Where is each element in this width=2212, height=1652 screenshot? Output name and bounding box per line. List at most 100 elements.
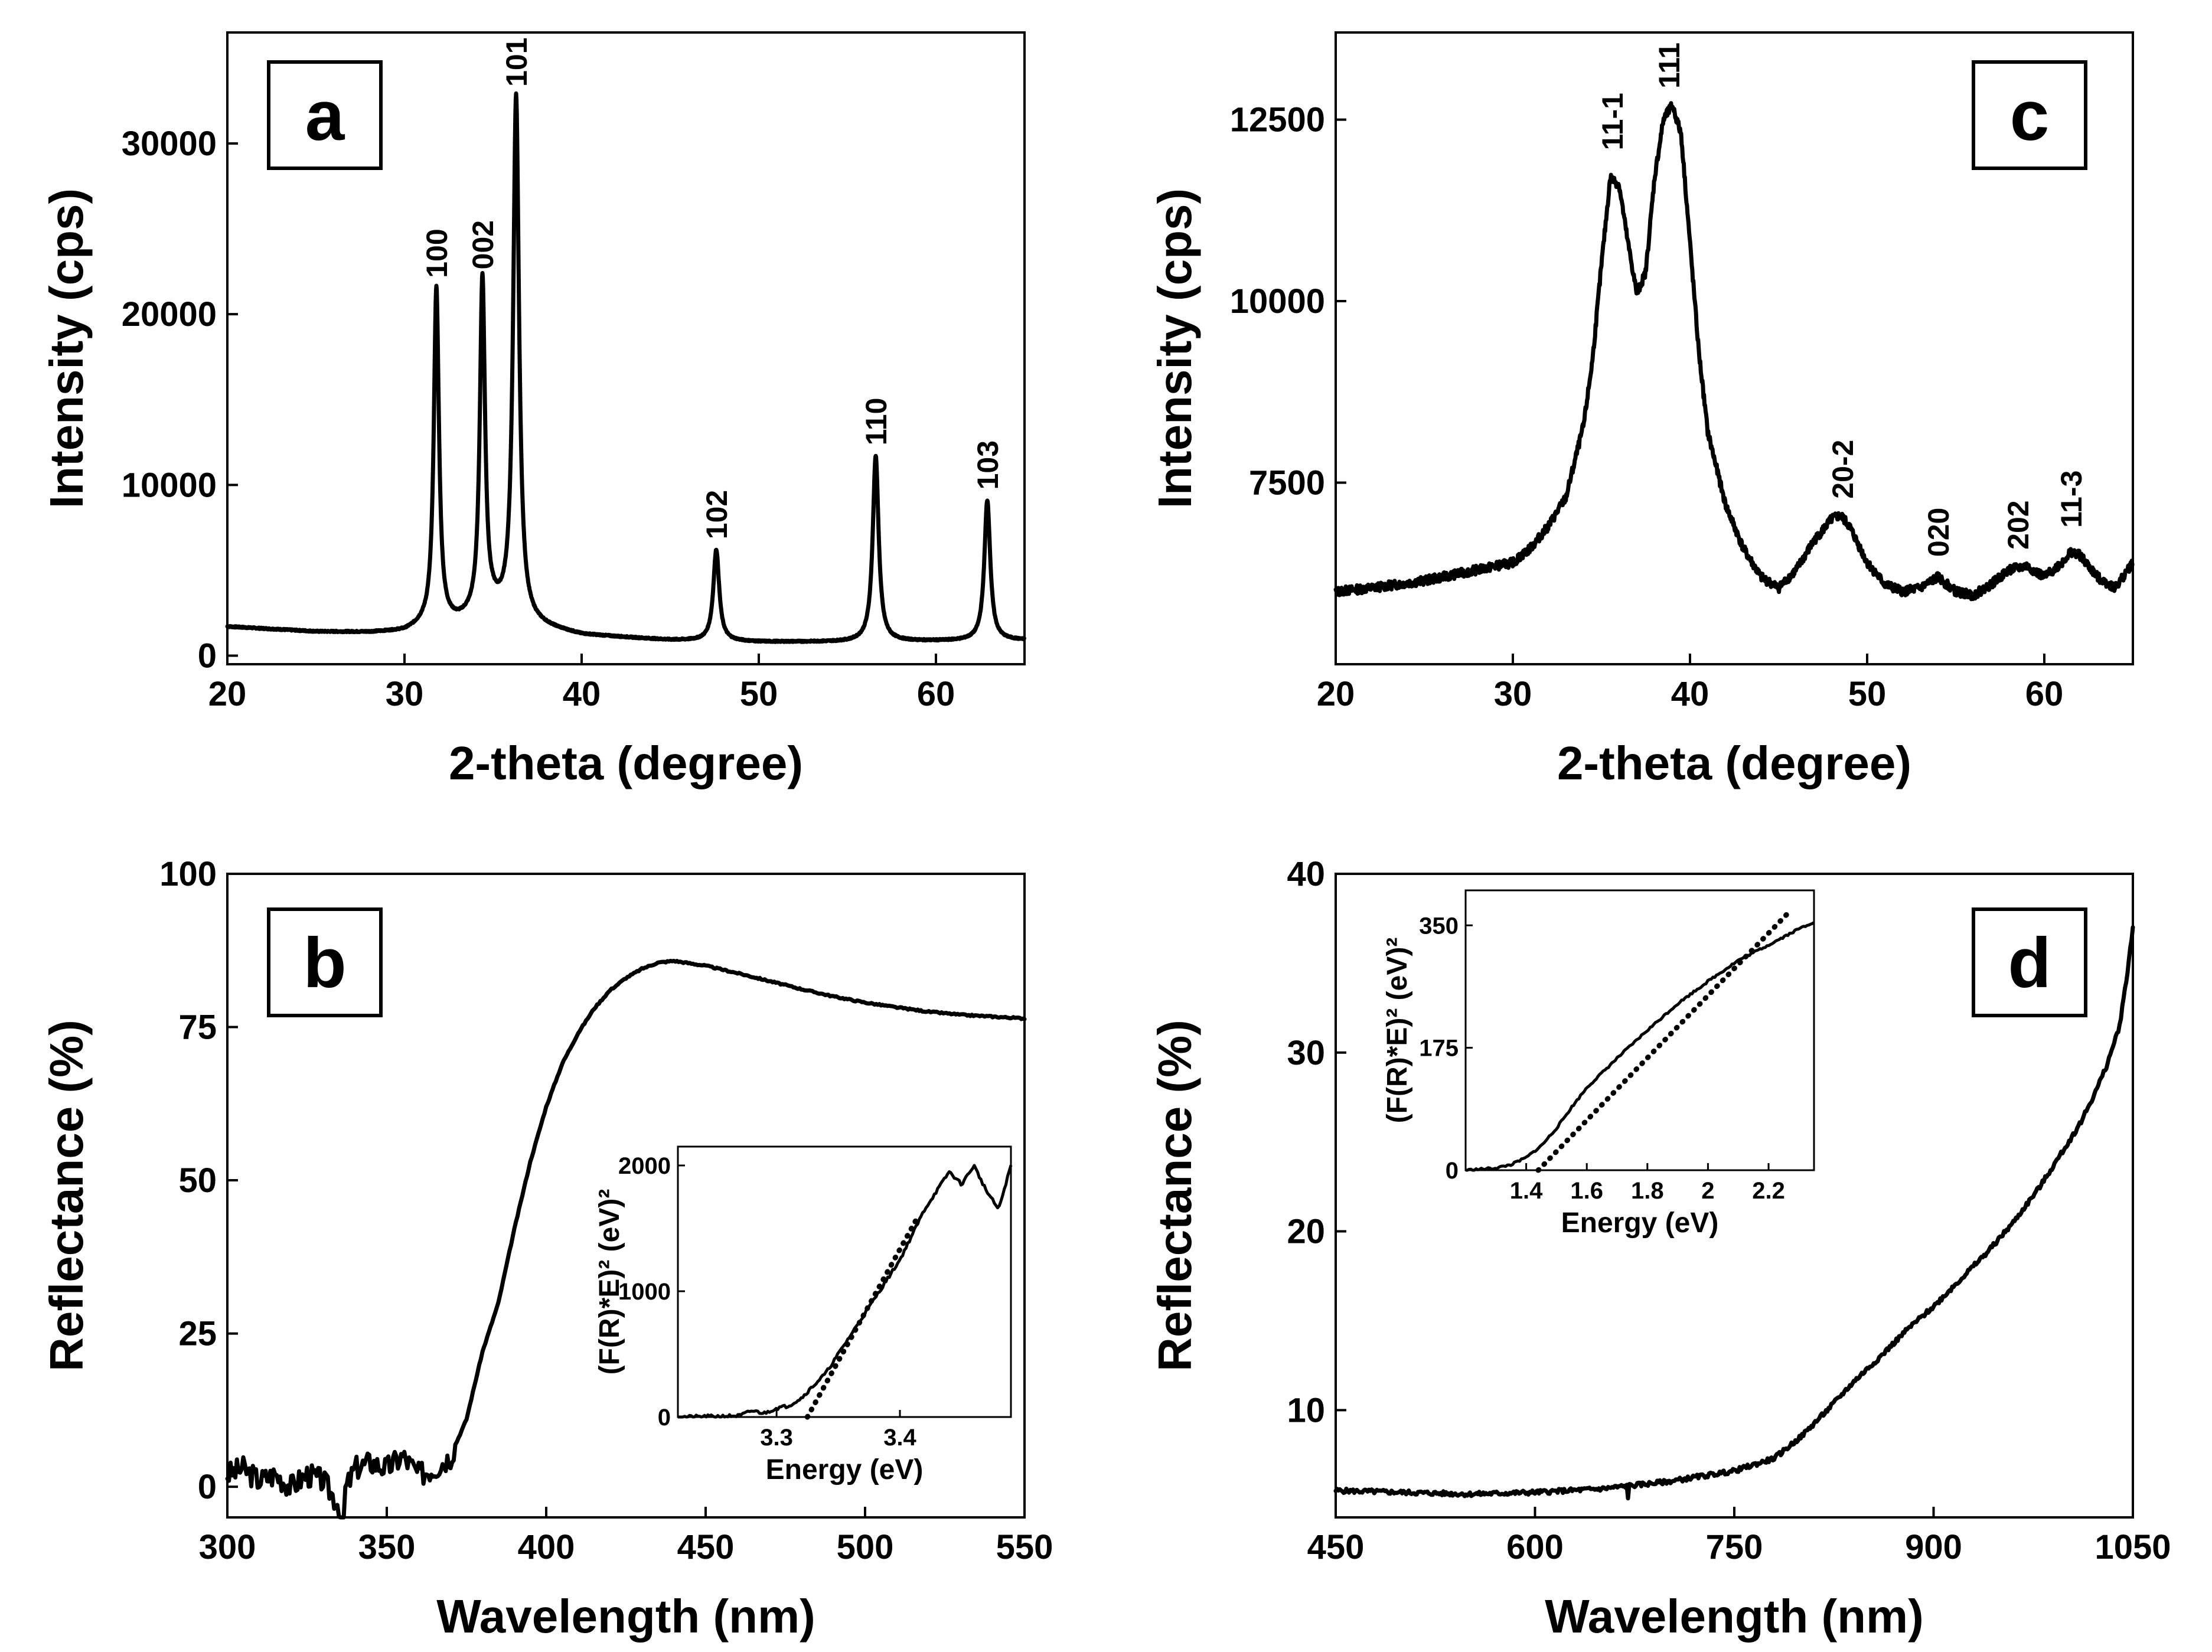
peak-label: 202 xyxy=(2002,500,2035,549)
y-axis-label: Reflectance (%) xyxy=(40,1020,93,1372)
y-tick-label: 20000 xyxy=(122,295,217,334)
y-tick-label: 25 xyxy=(178,1315,217,1353)
peak-label: 111 xyxy=(1653,43,1686,89)
panel-letter-box xyxy=(267,907,383,1017)
inset-x-tick-label: 3.3 xyxy=(760,1425,793,1451)
inset-linear-fit xyxy=(804,1213,921,1420)
inset-y-tick-label: 350 xyxy=(1419,913,1459,939)
peak-label: 102 xyxy=(700,490,733,539)
x-tick-label: 30 xyxy=(386,675,424,713)
inset-frame xyxy=(1464,889,1815,1171)
inset-y-tick-label: 0 xyxy=(1446,1158,1459,1184)
panel-b: 300 350 400 450 500 550 0 25 50 75 100 Wavelength (… xyxy=(40,855,1053,1643)
inset-curve xyxy=(678,1164,1013,1419)
panel-a: 20 30 40 50 60 0 10000 20000 30000 2-theta (degre… xyxy=(40,31,1026,789)
inset-x-tick-label: 3.4 xyxy=(883,1425,916,1451)
x-tick-label: 60 xyxy=(917,675,955,713)
peak-label: 101 xyxy=(500,37,533,86)
y-tick-label: 12500 xyxy=(1230,101,1325,139)
inset-x-tick-label: 2.2 xyxy=(1752,1178,1785,1204)
inset-linear-fit xyxy=(1535,909,1793,1173)
x-tick-label: 20 xyxy=(208,675,247,713)
y-tick-label: 40 xyxy=(1287,855,1325,893)
x-tick-label: 40 xyxy=(563,675,601,713)
inset-y-tick-label: 175 xyxy=(1419,1036,1459,1062)
inset-x-tick-label: 2 xyxy=(1701,1178,1714,1204)
x-tick-label: 400 xyxy=(518,1528,575,1566)
reflectance-curve xyxy=(225,958,1027,1520)
panel-letter-box xyxy=(267,60,383,170)
x-axis-label: Wavelength (nm) xyxy=(436,1590,815,1643)
y-tick-label: 75 xyxy=(178,1008,217,1047)
panel-letter-box xyxy=(1972,60,2087,170)
reflectance-curve xyxy=(1333,925,2135,1501)
inset-y-tick-label: 2000 xyxy=(618,1153,671,1179)
x-tick-label: 750 xyxy=(1706,1528,1763,1566)
x-axis-label: 2-theta (degree) xyxy=(1557,737,1911,789)
x-tick-label: 40 xyxy=(1671,675,1709,713)
inset-x-tick-label: 1.8 xyxy=(1631,1178,1664,1204)
x-tick-label: 20 xyxy=(1317,675,1355,713)
xrd-curve xyxy=(225,91,1026,644)
x-tick-label: 50 xyxy=(740,675,778,713)
inset-y-tick-label: 0 xyxy=(658,1405,671,1431)
plot-frame xyxy=(226,873,1026,1519)
y-tick-label: 10000 xyxy=(122,466,217,504)
plot-frame xyxy=(1335,31,2134,665)
inset-y-axis-label: (F(R)*E)² (eV)² xyxy=(1382,938,1413,1124)
y-tick-label: 30000 xyxy=(122,125,217,163)
y-tick-label: 20 xyxy=(1287,1213,1325,1251)
x-tick-label: 60 xyxy=(2025,675,2064,713)
inset-y-axis-label: (F(R)*E)² (eV)² xyxy=(594,1189,625,1375)
peak-label: 11-1 xyxy=(1596,93,1629,150)
peak-label: 100 xyxy=(420,228,454,277)
x-tick-label: 50 xyxy=(1848,675,1887,713)
peak-label: 20-2 xyxy=(1826,440,1859,499)
panel-c: 20 30 40 50 60 7500 10000 12500 2-theta (degree)… xyxy=(1149,31,2135,789)
y-axis-label: Intensity (cps) xyxy=(1149,188,1201,508)
y-axis-label: Reflectance (%) xyxy=(1149,1020,1201,1372)
inset-curve xyxy=(1465,921,1815,1172)
inset-x-axis-label: Energy (eV) xyxy=(766,1454,924,1486)
y-tick-label: 0 xyxy=(198,1468,217,1506)
y-tick-label: 30 xyxy=(1287,1034,1325,1072)
y-tick-label: 10000 xyxy=(1230,282,1325,321)
peak-label: 11-3 xyxy=(2055,471,2088,528)
x-tick-label: 900 xyxy=(1905,1528,1962,1566)
x-tick-label: 500 xyxy=(837,1528,894,1566)
x-tick-label: 600 xyxy=(1506,1528,1564,1566)
x-tick-label: 350 xyxy=(358,1528,416,1566)
y-tick-label: 50 xyxy=(178,1161,217,1200)
y-tick-label: 100 xyxy=(159,855,217,893)
peak-label: 002 xyxy=(466,220,500,269)
inset-x-tick-label: 1.4 xyxy=(1510,1178,1543,1204)
x-axis-label: 2-theta (degree) xyxy=(449,737,803,789)
plot-frame xyxy=(226,31,1026,665)
inset-y-tick-label: 1000 xyxy=(618,1279,671,1305)
y-tick-label: 0 xyxy=(198,637,217,675)
y-tick-label: 10 xyxy=(1287,1391,1325,1429)
x-tick-label: 30 xyxy=(1494,675,1532,713)
panel-letter: a xyxy=(305,76,345,155)
x-tick-label: 300 xyxy=(199,1528,256,1566)
panel-letter: b xyxy=(303,923,346,1003)
peak-label: 020 xyxy=(1922,508,1955,557)
inset-frame xyxy=(677,1145,1012,1418)
panel-letter: d xyxy=(2008,923,2051,1003)
peak-label: 110 xyxy=(860,398,893,446)
y-tick-label: 7500 xyxy=(1249,464,1325,502)
panel-letter: c xyxy=(2010,76,2050,155)
x-tick-label: 1050 xyxy=(2094,1528,2171,1566)
x-tick-label: 450 xyxy=(677,1528,735,1566)
x-tick-label: 450 xyxy=(1307,1528,1365,1566)
y-axis-label: Intensity (cps) xyxy=(40,188,93,508)
inset-x-tick-label: 1.6 xyxy=(1570,1178,1603,1204)
panel-letter-box xyxy=(1972,907,2087,1017)
peak-label: 103 xyxy=(971,440,1004,489)
x-tick-label: 550 xyxy=(996,1528,1053,1566)
x-axis-label: Wavelength (nm) xyxy=(1545,1590,1923,1643)
xrd-curve xyxy=(1333,101,2135,602)
inset-x-axis-label: Energy (eV) xyxy=(1561,1207,1719,1239)
